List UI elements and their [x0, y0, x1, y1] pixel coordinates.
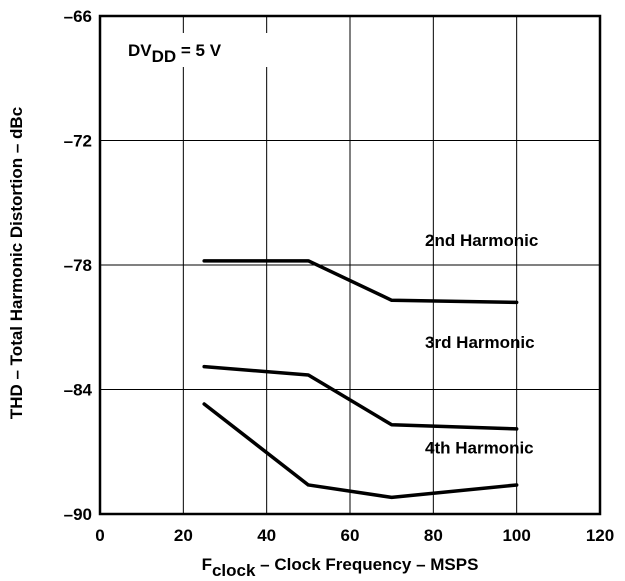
- y-tick-label: –72: [64, 132, 92, 151]
- annotation-dvdd: DVDD = 5 V: [128, 41, 222, 66]
- y-tick-label: –78: [64, 256, 92, 275]
- y-tick-label: –90: [64, 505, 92, 524]
- x-tick-label: 20: [174, 526, 193, 545]
- x-tick-label: 0: [95, 526, 104, 545]
- plot-frame: [98, 14, 602, 516]
- x-axis-title: Fclock – Clock Frequency – MSPS: [202, 555, 479, 580]
- annotation-background: [122, 33, 270, 67]
- x-tick-label: 100: [502, 526, 530, 545]
- x-tick-label: 120: [586, 526, 614, 545]
- series-label: 4th Harmonic: [425, 439, 534, 458]
- x-tick-label: 60: [341, 526, 360, 545]
- series-line: [202, 364, 519, 431]
- series-label: 3rd Harmonic: [425, 333, 535, 352]
- y-tick-label: –84: [64, 381, 93, 400]
- y-tick-label: –66: [64, 7, 92, 26]
- series-line: [202, 402, 519, 500]
- series-lines: 2nd Harmonic 3rd Harmonic 4th Harmonic: [202, 231, 538, 500]
- series-line: [202, 259, 519, 305]
- y-axis-title: THD – Total Harmonic Distortion – dBc: [7, 107, 26, 419]
- series-label: 2nd Harmonic: [425, 231, 538, 250]
- x-tick-label: 80: [424, 526, 443, 545]
- tick-labels: 0 20 40 60 80 100 120 –66 –72 –78 –84 –90: [64, 7, 615, 545]
- x-tick-label: 40: [257, 526, 276, 545]
